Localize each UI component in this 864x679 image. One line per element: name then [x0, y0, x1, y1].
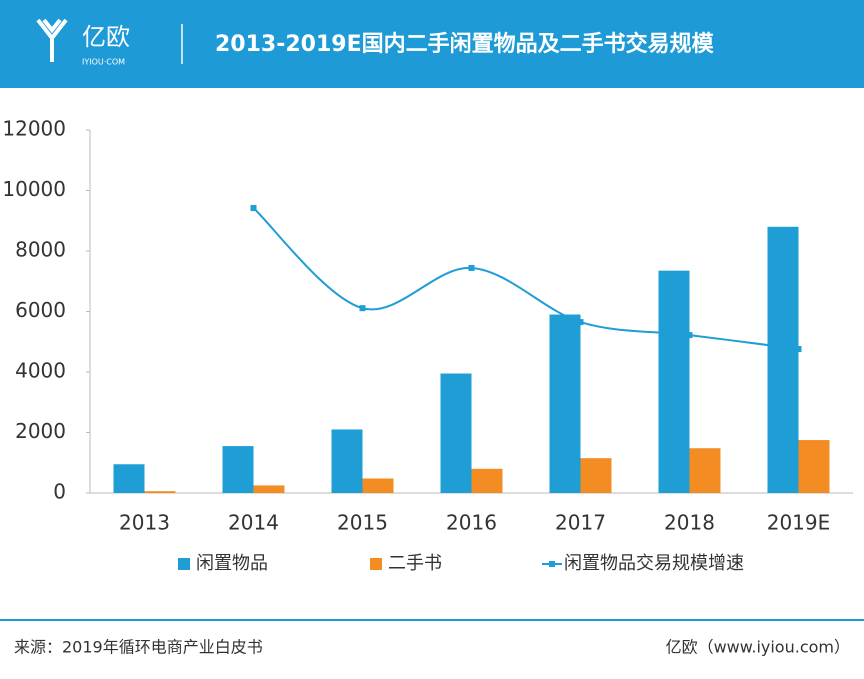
- bar: [144, 491, 176, 493]
- line: [252, 207, 799, 351]
- y-tick-label: 2000: [15, 419, 66, 443]
- y-tick-label: 0: [53, 480, 66, 504]
- x-tick-label: 2013: [119, 511, 170, 535]
- y-tick-label: 10000: [2, 177, 66, 201]
- bar: [689, 448, 721, 493]
- legend-label: 闲置物品: [196, 553, 268, 574]
- marker: [359, 305, 366, 312]
- bar: [658, 270, 690, 493]
- logo-icon: [36, 18, 68, 62]
- bar: [222, 446, 254, 493]
- bar: [798, 440, 830, 493]
- y-tick-label: 6000: [15, 298, 66, 322]
- x-tick-label: 2014: [228, 511, 279, 535]
- bar: [113, 464, 145, 493]
- y-tick-label: 8000: [15, 238, 66, 262]
- bar: [440, 373, 472, 493]
- marker: [686, 332, 693, 339]
- marker: [577, 319, 584, 326]
- bar: [253, 485, 285, 493]
- logo: 亿欧: [82, 23, 130, 51]
- header-band: [0, 0, 864, 88]
- marker: [795, 346, 802, 353]
- source: 来源：2019年循环电商产业白皮书: [14, 638, 263, 657]
- bar: [549, 314, 581, 493]
- marker: [250, 205, 257, 212]
- logo-sub: IYIOU·COM: [82, 58, 125, 67]
- legend-swatch: [370, 558, 382, 570]
- x-tick-label: 2019E: [767, 511, 831, 535]
- x-tick-label: 2015: [337, 511, 388, 535]
- credit: 亿欧（www.iyiou.com）: [666, 638, 850, 657]
- legend-swatch: [178, 558, 190, 570]
- x-tick-label: 2018: [664, 511, 715, 535]
- x-tick-label: 2017: [555, 511, 606, 535]
- legend-label: 二手书: [388, 553, 442, 574]
- bar: [471, 468, 503, 493]
- y-tick-label: 12000: [2, 117, 66, 141]
- chart-title: 2013-2019E国内二手闲置物品及二手书交易规模: [215, 31, 715, 57]
- bar: [362, 478, 394, 493]
- legend-label: 闲置物品交易规模增速: [564, 553, 744, 574]
- bar: [331, 429, 363, 493]
- x-tick-label: 2016: [446, 511, 497, 535]
- legend-swatch: [549, 561, 555, 567]
- bar: [580, 458, 612, 493]
- bar: [767, 226, 799, 494]
- y-tick-label: 4000: [15, 359, 66, 383]
- marker: [468, 264, 475, 271]
